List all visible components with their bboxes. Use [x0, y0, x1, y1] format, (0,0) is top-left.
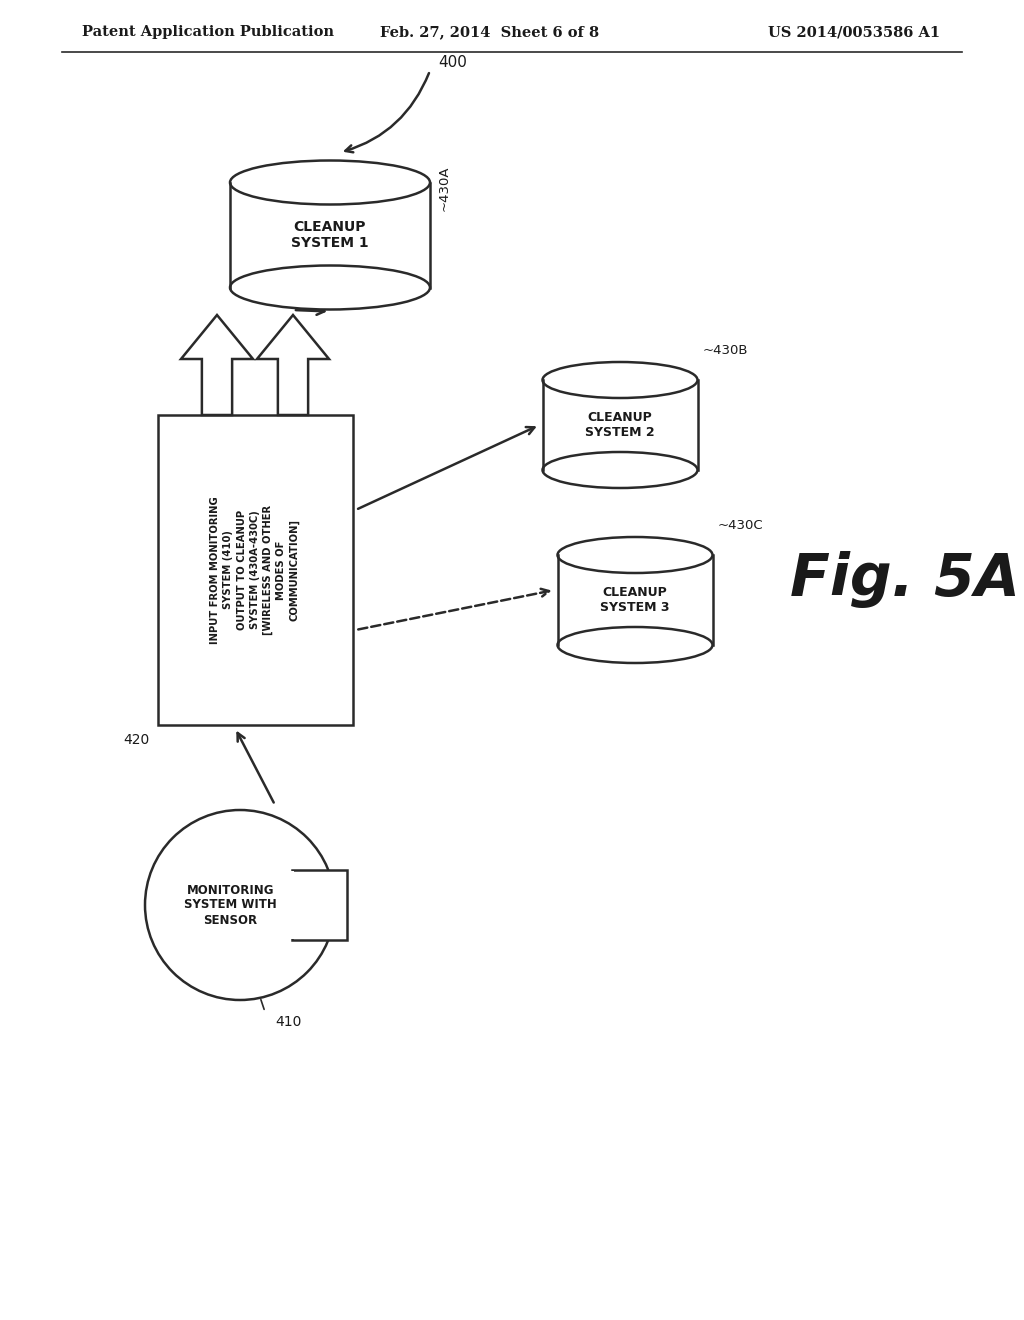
Bar — [292, 870, 347, 940]
Text: CLEANUP
SYSTEM 3: CLEANUP SYSTEM 3 — [600, 586, 670, 614]
Text: 410: 410 — [275, 1015, 301, 1030]
Text: ~430A: ~430A — [438, 165, 451, 211]
Text: 420: 420 — [123, 733, 150, 747]
Text: Fig. 5A: Fig. 5A — [790, 552, 1020, 609]
Text: Patent Application Publication: Patent Application Publication — [82, 25, 334, 40]
Text: US 2014/0053586 A1: US 2014/0053586 A1 — [768, 25, 940, 40]
Text: ~430C: ~430C — [718, 519, 763, 532]
Text: MONITORING
SYSTEM WITH
SENSOR: MONITORING SYSTEM WITH SENSOR — [184, 883, 276, 927]
Text: INPUT FROM MONITORING
SYSTEM (410)
OUTPUT TO CLEANUP
SYSTEM (430A-430C)
[WIRELES: INPUT FROM MONITORING SYSTEM (410) OUTPU… — [210, 496, 300, 644]
Ellipse shape — [230, 161, 430, 205]
Bar — [230, 182, 430, 288]
Ellipse shape — [557, 627, 713, 663]
Ellipse shape — [543, 451, 697, 488]
Bar — [290, 871, 294, 939]
Polygon shape — [257, 315, 329, 414]
Polygon shape — [181, 315, 253, 414]
Text: 400: 400 — [438, 55, 467, 70]
Circle shape — [145, 810, 335, 1001]
Text: ~430B: ~430B — [702, 345, 748, 356]
Bar — [543, 380, 697, 470]
Bar — [557, 554, 713, 645]
Bar — [158, 414, 352, 725]
Text: Feb. 27, 2014  Sheet 6 of 8: Feb. 27, 2014 Sheet 6 of 8 — [381, 25, 600, 40]
Ellipse shape — [543, 362, 697, 399]
Text: CLEANUP
SYSTEM 1: CLEANUP SYSTEM 1 — [291, 220, 369, 249]
Ellipse shape — [557, 537, 713, 573]
Text: CLEANUP
SYSTEM 2: CLEANUP SYSTEM 2 — [585, 411, 654, 440]
Ellipse shape — [230, 265, 430, 309]
